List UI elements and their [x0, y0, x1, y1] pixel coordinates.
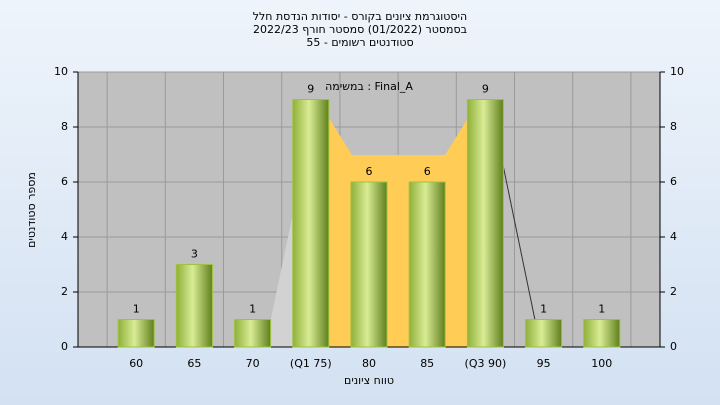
bar: [234, 319, 272, 348]
data-label: 6: [424, 165, 431, 178]
x-tick-label: (Q3 90): [465, 357, 507, 370]
data-label: 3: [191, 248, 198, 261]
y-tick-label: 6: [61, 175, 68, 188]
chart-title: היסטוגרמת ציונים בקורס - יסודות הנדסת חל…: [253, 10, 467, 23]
y2-tick-label: 6: [670, 175, 677, 188]
data-label: 1: [133, 303, 140, 316]
y-tick-label: 2: [61, 285, 68, 298]
data-label: 6: [366, 165, 373, 178]
y-tick-label: 8: [61, 120, 68, 133]
y2-tick-label: 2: [670, 285, 677, 298]
x-tick-label: 85: [420, 357, 434, 370]
x-tick-label: 65: [187, 357, 201, 370]
chart-subtitle: סטודנטים רשומים - 55: [306, 36, 413, 49]
y2-tick-label: 8: [670, 120, 677, 133]
bar: [117, 319, 155, 348]
x-axis-label: טווח ציונים: [344, 374, 394, 387]
y-tick-label: 10: [54, 65, 68, 78]
decor-left: [265, 180, 300, 347]
bar: [292, 99, 330, 348]
x-tick-label: 60: [129, 357, 143, 370]
bar: [583, 319, 621, 348]
y2-tick-label: 10: [670, 65, 684, 78]
bar: [350, 181, 388, 348]
bar: [525, 319, 563, 348]
x-tick-label: (Q1 75): [290, 357, 332, 370]
bar: [466, 99, 504, 348]
x-tick-label: 70: [246, 357, 260, 370]
y2-tick-label: 4: [670, 230, 677, 243]
data-label: 9: [307, 83, 314, 96]
bar: [175, 264, 213, 348]
y-axis-label: מספר סטודנטים: [25, 172, 38, 248]
decor-line: [502, 164, 536, 321]
x-tick-label: 80: [362, 357, 376, 370]
y2-tick-label: 0: [670, 340, 677, 353]
annotation: במשימה : Final_A: [325, 80, 413, 93]
data-label: 1: [598, 303, 605, 316]
y-tick-label: 0: [61, 340, 68, 353]
data-label: 1: [249, 303, 256, 316]
chart-subtitle: בסמסטר (01/2022) סמסטר חורף 2022/23: [253, 23, 467, 36]
bar: [408, 181, 446, 348]
x-tick-label: 95: [537, 357, 551, 370]
x-tick-label: 100: [591, 357, 612, 370]
y-tick-label: 4: [61, 230, 68, 243]
data-label: 9: [482, 83, 489, 96]
data-label: 1: [540, 303, 547, 316]
